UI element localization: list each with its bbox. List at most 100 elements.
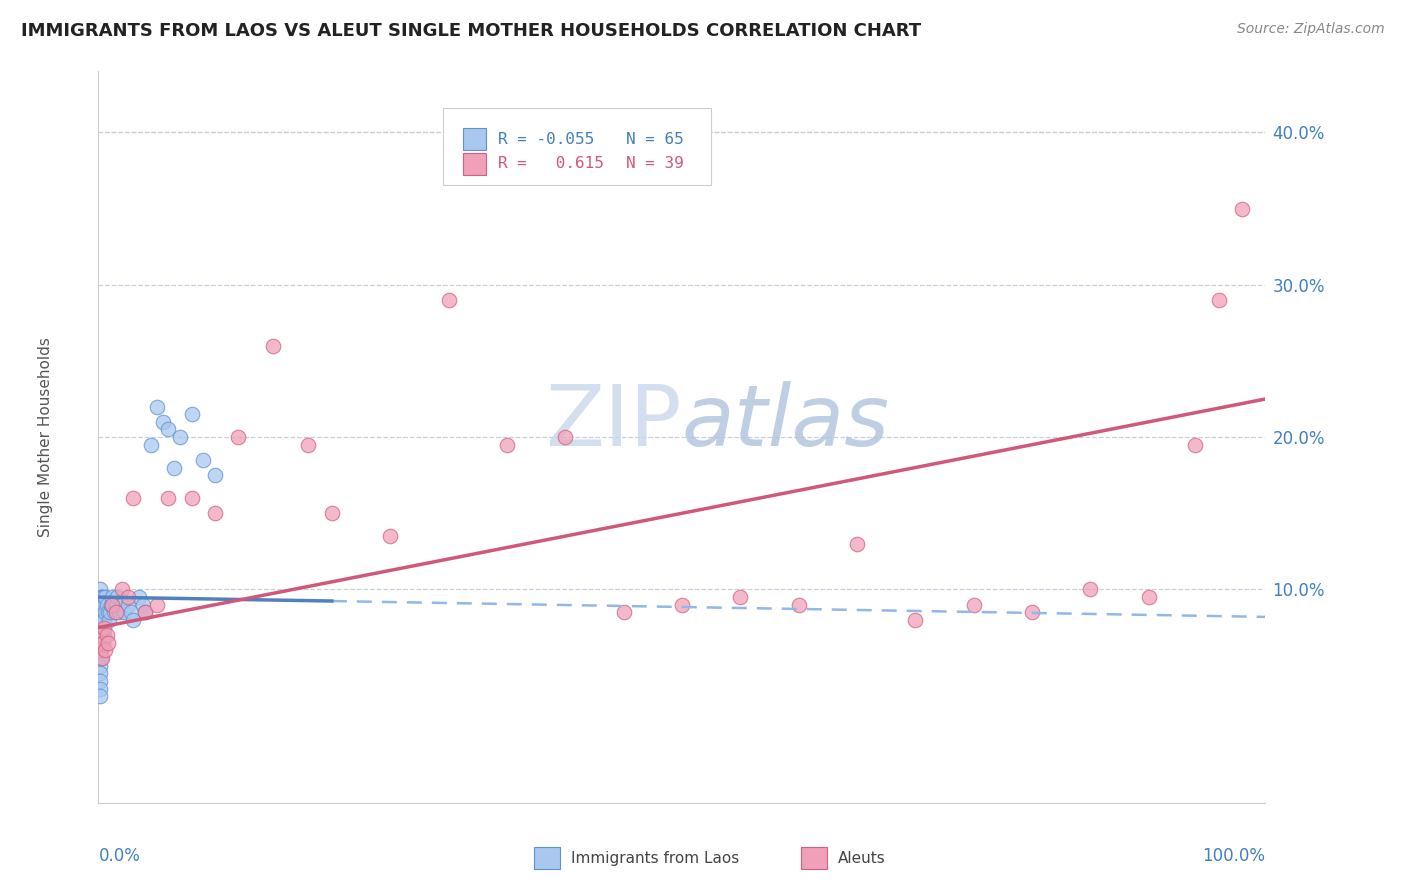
Point [93,598,115,612]
Point [163,460,186,475]
Point [89,643,111,657]
Point [730,590,752,604]
Point [90,636,112,650]
Text: Source: ZipAtlas.com: Source: ZipAtlas.com [1237,22,1385,37]
Point [122,613,145,627]
Text: Aleuts: Aleuts [838,851,886,865]
Point [787,598,810,612]
Point [90,628,112,642]
Point [1021,605,1043,619]
Point [97,605,120,619]
Point [100,598,122,612]
Point [90,605,112,619]
Point [496,438,519,452]
Point [1080,582,1102,597]
Text: R = -0.055: R = -0.055 [498,132,593,147]
Point [111,582,134,597]
Point [146,598,169,612]
Point [90,636,112,650]
Point [128,590,150,604]
Point [94,590,117,604]
Point [157,491,180,505]
FancyBboxPatch shape [463,128,486,151]
Point [90,590,112,604]
Text: IMMIGRANTS FROM LAOS VS ALEUT SINGLE MOTHER HOUSEHOLDS CORRELATION CHART: IMMIGRANTS FROM LAOS VS ALEUT SINGLE MOT… [21,22,921,40]
Text: N = 65: N = 65 [626,132,683,147]
Point [101,590,124,604]
Point [671,598,693,612]
Point [134,605,156,619]
Point [104,598,127,612]
Point [91,628,114,642]
Point [105,590,128,604]
Point [90,590,112,604]
Point [101,598,124,612]
Point [96,628,118,642]
Point [90,598,112,612]
Point [204,506,226,520]
Point [90,613,112,627]
Point [89,590,111,604]
Text: N = 39: N = 39 [626,156,683,171]
Point [90,651,112,665]
Point [90,651,112,665]
Point [90,643,112,657]
Point [90,628,112,642]
Point [89,605,111,619]
Point [321,506,343,520]
Point [91,605,114,619]
Point [104,605,127,619]
Point [169,430,191,444]
Point [89,628,111,642]
Text: R =   0.615: R = 0.615 [498,156,603,171]
Point [117,598,139,612]
Point [98,605,121,619]
Point [89,582,111,597]
Point [120,605,142,619]
Text: ZIP: ZIP [546,381,682,464]
FancyBboxPatch shape [463,153,486,175]
Text: Single Mother Households: Single Mother Households [38,337,53,537]
Point [89,613,111,627]
Point [90,621,112,635]
Point [90,621,112,635]
Point [1137,590,1160,604]
Point [904,613,927,627]
FancyBboxPatch shape [443,108,711,185]
Point [89,673,111,688]
Point [89,658,111,673]
Point [111,598,134,612]
Point [103,605,125,619]
Point [91,613,114,627]
Point [1230,202,1253,216]
Point [122,491,145,505]
Point [180,407,202,421]
Point [1184,438,1206,452]
Point [93,613,115,627]
Point [90,605,112,619]
Point [193,453,215,467]
Point [91,636,114,650]
Point [297,438,319,452]
Point [94,643,117,657]
Point [204,468,226,483]
Point [437,293,460,307]
Point [180,491,202,505]
Point [228,430,250,444]
Point [554,430,576,444]
Text: Immigrants from Laos: Immigrants from Laos [571,851,740,865]
Point [89,598,111,612]
Point [97,613,120,627]
Point [152,415,174,429]
Point [89,689,111,703]
Text: atlas: atlas [682,381,890,464]
Point [89,651,111,665]
Point [112,605,135,619]
Point [157,422,180,436]
Point [1208,293,1230,307]
Point [96,598,118,612]
Point [89,636,111,650]
Point [134,605,156,619]
Point [117,590,139,604]
Point [108,605,131,619]
